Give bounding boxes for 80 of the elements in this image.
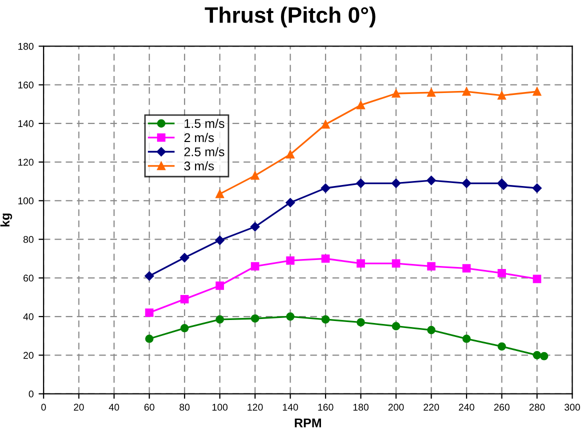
y-tick-label: 60 [24, 274, 34, 282]
point [216, 281, 224, 290]
point [250, 314, 260, 323]
point [180, 253, 190, 262]
point [286, 198, 295, 208]
x-tick-label: 60 [144, 404, 154, 411]
point [392, 322, 400, 330]
point [180, 324, 189, 332]
point [144, 271, 154, 281]
x-tick-label: 240 [458, 404, 474, 411]
x-tick-label: 260 [494, 404, 510, 411]
x-tick-label: 100 [212, 404, 228, 411]
x-tick-label: 20 [74, 404, 84, 411]
point [321, 315, 330, 324]
point [216, 315, 224, 324]
point [462, 87, 471, 96]
point [250, 222, 260, 232]
point [145, 308, 154, 317]
point [250, 262, 260, 271]
y-tick-label: 160 [18, 82, 34, 88]
point [498, 342, 506, 351]
x-axis-title: RPM [294, 418, 321, 428]
legend-label: 2.5 m/s [184, 147, 224, 156]
point [215, 236, 224, 245]
point [356, 178, 366, 188]
x-tick-label: 140 [282, 404, 298, 411]
x-tick-label: 80 [180, 404, 190, 411]
y-tick-label: 20 [24, 352, 34, 359]
y-tick-label: 180 [18, 42, 34, 50]
point [427, 326, 436, 334]
x-tick-label: 160 [318, 404, 334, 411]
point [462, 178, 472, 188]
point [532, 87, 542, 96]
chart-title: Thrust (Pitch 0°) [204, 6, 376, 28]
point [427, 262, 436, 271]
point [532, 274, 542, 284]
y-tick-label: 0 [28, 390, 34, 398]
point [216, 190, 224, 198]
point [532, 184, 542, 193]
point [321, 120, 330, 129]
point [532, 351, 542, 360]
x-tick-label: 300 [564, 404, 580, 411]
x-tick-label: 280 [529, 404, 545, 411]
y-tick-label: 100 [18, 197, 34, 204]
point [498, 180, 508, 190]
point [286, 256, 294, 265]
point [250, 171, 260, 180]
x-tick-label: 0 [41, 404, 46, 411]
legend-label: 1.5 m/s [184, 118, 224, 128]
point [462, 334, 471, 343]
point [498, 91, 506, 100]
point [356, 318, 365, 327]
y-tick-label: 40 [23, 313, 34, 320]
legend-label: 3 m/s [184, 161, 214, 170]
point [426, 176, 436, 186]
x-tick-label: 40 [108, 404, 120, 411]
x-tick-label: 180 [353, 404, 369, 411]
legend-label: 2 m/s [184, 132, 214, 142]
point [540, 352, 548, 360]
point [427, 88, 436, 97]
y-tick-label: 80 [23, 236, 34, 243]
y-tick-label: 120 [18, 158, 34, 166]
y-tick-label: 140 [18, 120, 34, 128]
point [321, 254, 330, 263]
point [356, 259, 365, 268]
point [286, 312, 294, 321]
x-tick-label: 200 [388, 404, 404, 411]
point [180, 295, 189, 304]
x-tick-label: 220 [424, 404, 440, 411]
point [392, 259, 400, 268]
x-tick-label: 120 [248, 404, 263, 411]
point [320, 184, 330, 193]
point [391, 178, 401, 188]
point [462, 264, 471, 272]
y-axis-title: kg [0, 214, 12, 226]
point [286, 150, 294, 159]
point [498, 268, 506, 278]
point [392, 89, 400, 98]
point [356, 100, 365, 110]
point [145, 334, 154, 343]
